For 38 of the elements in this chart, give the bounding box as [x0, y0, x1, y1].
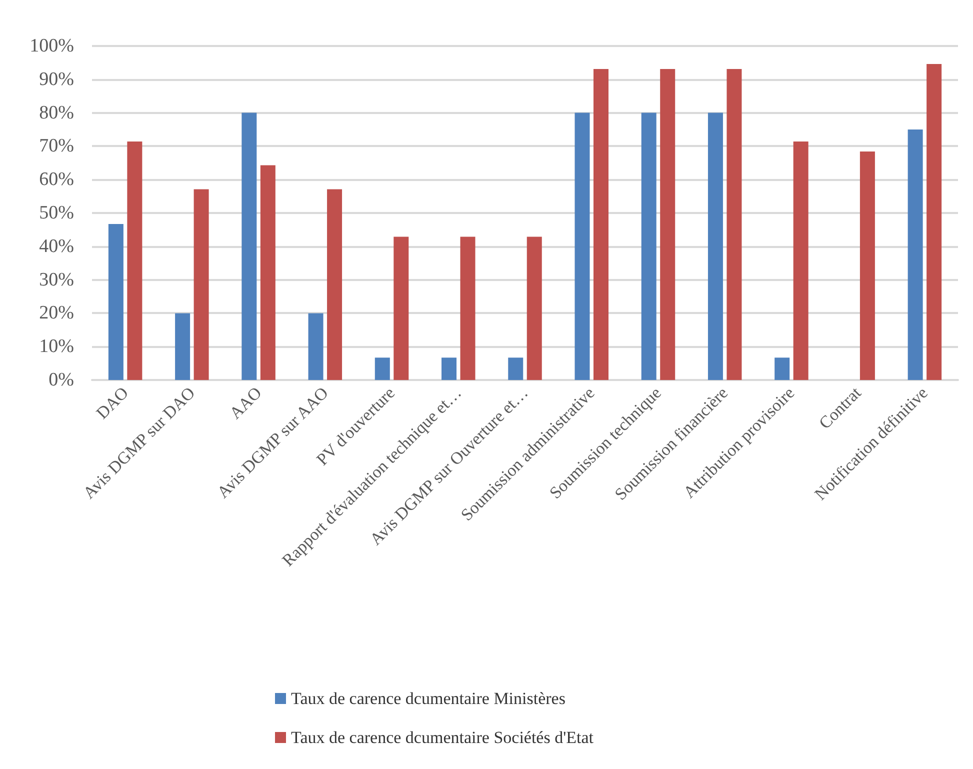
- y-tick-label: 50%: [39, 202, 74, 224]
- bar: [374, 358, 390, 380]
- bar: [708, 112, 723, 380]
- bar: [774, 358, 790, 380]
- bar: [793, 142, 808, 380]
- bar: [308, 313, 324, 380]
- bar: [194, 189, 209, 380]
- y-tick-label: 70%: [39, 136, 74, 157]
- bar: [526, 236, 542, 380]
- y-tick-label: 60%: [39, 169, 74, 190]
- bar: [641, 112, 656, 380]
- y-tick-label: 100%: [30, 36, 74, 56]
- bar: [175, 313, 190, 380]
- y-tick-label: 80%: [39, 102, 74, 124]
- legend-label: Taux de carence dcumentaire Sociétés d'Etat: [291, 728, 594, 747]
- bar: [108, 224, 124, 380]
- bar: [908, 130, 923, 380]
- bar: [327, 189, 342, 380]
- bar: [860, 152, 875, 380]
- bar: [242, 112, 257, 380]
- y-tick-label: 10%: [39, 336, 74, 358]
- bar: [260, 165, 276, 380]
- bar: [508, 358, 524, 380]
- y-tick-label: 40%: [39, 236, 74, 257]
- bar: [660, 69, 676, 380]
- legend-label: Taux de carence dcumentaire Ministères: [291, 689, 566, 708]
- y-tick-label: 20%: [39, 302, 74, 324]
- bar: [593, 69, 608, 380]
- bar: [127, 142, 142, 380]
- y-tick-label: 0%: [48, 370, 74, 390]
- y-tick-label: 90%: [39, 68, 74, 90]
- bar: [926, 64, 942, 380]
- bar: [460, 236, 476, 380]
- y-tick-label: 30%: [39, 269, 74, 290]
- bar: [394, 236, 409, 380]
- bar: [442, 358, 457, 380]
- bar: [574, 112, 590, 380]
- bar: [726, 69, 742, 380]
